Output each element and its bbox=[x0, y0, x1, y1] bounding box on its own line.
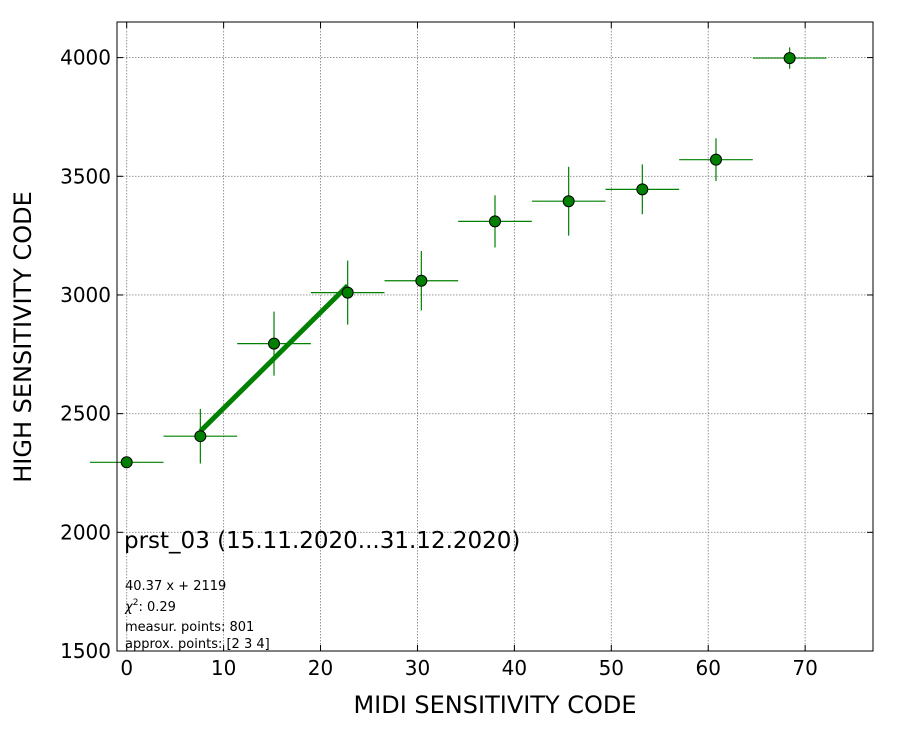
data-point bbox=[384, 251, 459, 311]
data-point bbox=[310, 260, 385, 325]
x-tick-label: 60 bbox=[696, 656, 721, 680]
point-marker bbox=[489, 215, 501, 228]
x-tick-label: 50 bbox=[599, 656, 624, 680]
plot-frame bbox=[116, 21, 874, 652]
data-point bbox=[679, 138, 753, 182]
point-marker bbox=[636, 183, 649, 196]
annotation-chi2: χ2: 0.29 bbox=[124, 598, 176, 615]
x-tick-label: 20 bbox=[308, 656, 333, 680]
y-tick-label: 1500 bbox=[60, 639, 111, 663]
x-tick-label: 40 bbox=[502, 656, 527, 680]
point-marker bbox=[194, 430, 207, 443]
point-marker bbox=[268, 337, 281, 350]
annotation-chi2-value: 0.29 bbox=[147, 600, 176, 615]
x-tick-label: 70 bbox=[792, 656, 817, 680]
points-layer bbox=[89, 47, 827, 469]
data-point bbox=[605, 164, 680, 215]
x-tick-label: 30 bbox=[405, 656, 430, 680]
point-marker bbox=[415, 274, 428, 287]
annotation-title: prst_03 (15.11.2020...31.12.2020) bbox=[124, 528, 520, 554]
plot-background bbox=[117, 22, 873, 651]
data-point bbox=[752, 47, 827, 69]
data-point bbox=[89, 456, 164, 469]
data-point bbox=[163, 408, 238, 464]
point-marker bbox=[562, 195, 575, 208]
x-tick-label: 0 bbox=[120, 656, 133, 680]
y-tick-label: 4000 bbox=[60, 46, 111, 70]
point-marker bbox=[783, 52, 796, 65]
x-tick-label: 10 bbox=[211, 656, 236, 680]
y-tick-label: 3500 bbox=[60, 164, 111, 188]
annotation-equation: 40.37 x + 2119 bbox=[125, 579, 226, 594]
x-axis-title: MIDI SENSITIVITY CODE bbox=[353, 691, 636, 719]
y-axis-title: HIGH SENSITIVITY CODE bbox=[9, 191, 37, 483]
annotation-measured-points: measur. points: 801 bbox=[125, 620, 254, 635]
data-point bbox=[531, 166, 606, 236]
y-tick-label: 2000 bbox=[60, 520, 111, 544]
point-marker bbox=[341, 286, 354, 299]
data-point bbox=[458, 195, 532, 248]
y-tick-label: 2500 bbox=[60, 402, 111, 426]
annotation-approx-points: approx. points: [2 3 4] bbox=[125, 637, 270, 652]
y-tick-label: 3000 bbox=[60, 283, 111, 307]
data-point bbox=[237, 311, 311, 376]
ticks: 0 10 20 30 40 50 60 70 1500 2000 2500 3000 3500 4000 bbox=[60, 22, 873, 680]
point-marker bbox=[709, 153, 722, 166]
point-marker bbox=[120, 456, 133, 469]
